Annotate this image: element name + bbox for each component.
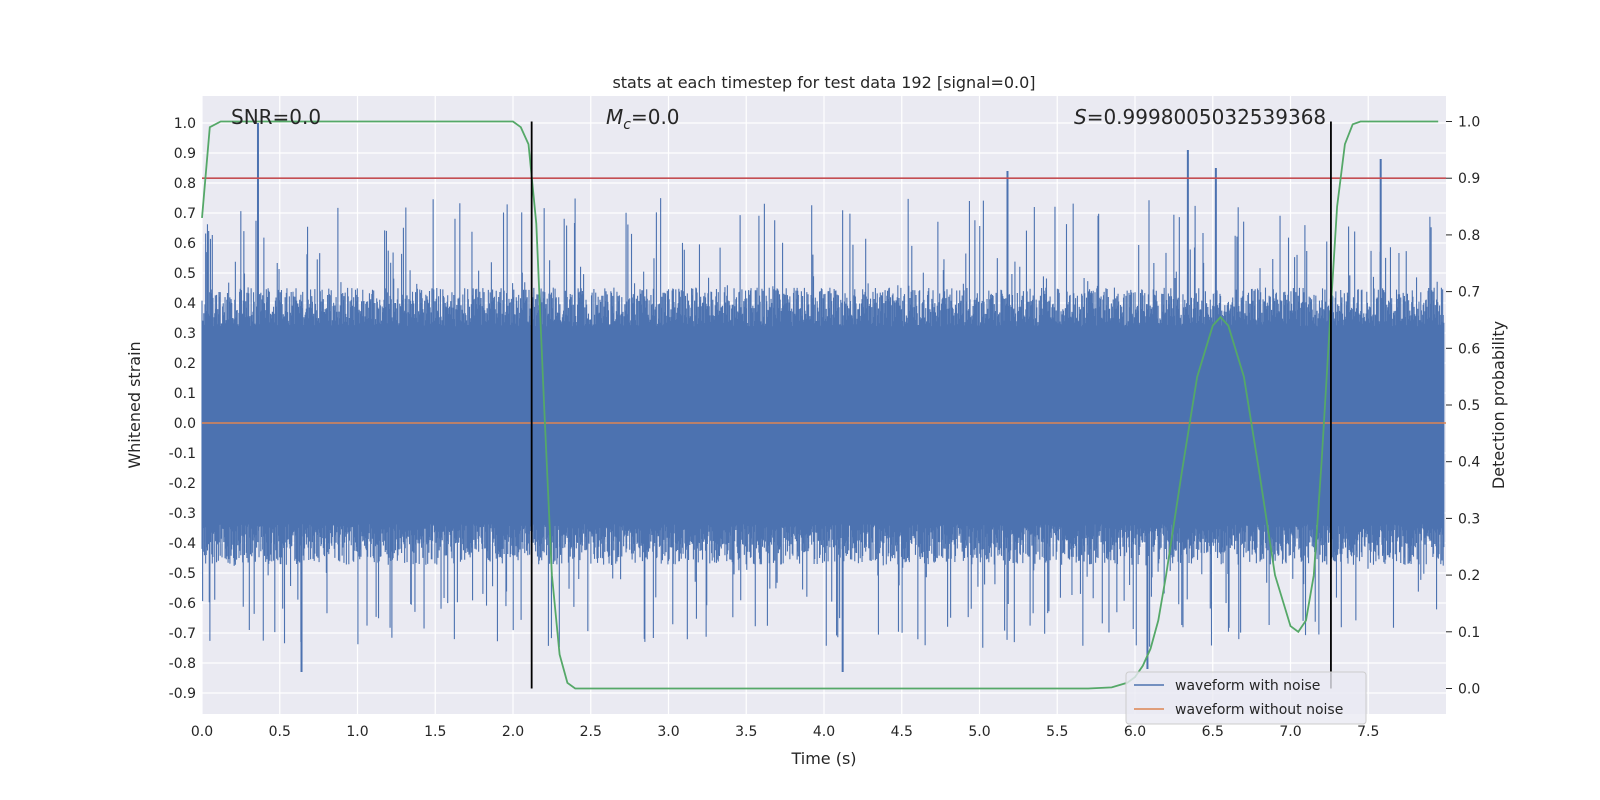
- y-right-tick-label: 0.7: [1458, 285, 1480, 301]
- y-left-tick-label: 0.8: [174, 176, 196, 192]
- chart-title: stats at each timestep for test data 192…: [612, 73, 1035, 92]
- x-tick-label: 0.0: [191, 724, 213, 740]
- waveform-with-noise-trace: [201, 198, 1445, 648]
- y-axis-label-left: Whitened strain: [125, 341, 144, 468]
- legend-box: [1125, 671, 1367, 725]
- y-left-tick-label: 1.0: [174, 116, 196, 132]
- y-left-tick-label: -0.7: [169, 626, 196, 642]
- x-tick-label: 0.5: [269, 724, 291, 740]
- legend: waveform with noise waveform without noi…: [1125, 671, 1367, 725]
- x-tick-label: 1.0: [346, 724, 368, 740]
- annotation-snr: SNR=0.0: [231, 105, 321, 129]
- x-tick-label: 3.0: [657, 724, 679, 740]
- y-left-tick-label: -0.5: [169, 566, 196, 582]
- annotation-score: S=0.9998005032539368: [1074, 105, 1326, 129]
- waveform-with-noise-series: [201, 123, 1445, 672]
- annotation-chirp-mass: Mc=0.0: [606, 105, 680, 133]
- y-left-tick-label: -0.2: [169, 476, 196, 492]
- x-tick-label: 6.5: [1202, 724, 1224, 740]
- y-right-tick-label: 0.2: [1458, 568, 1480, 584]
- y-left-tick-label: -0.4: [169, 536, 196, 552]
- y-left-tick-label: 0.1: [174, 386, 196, 402]
- y-right-tick-label: 0.9: [1458, 171, 1480, 187]
- y-left-tick-label: 0.7: [174, 206, 196, 222]
- y-left-tick-label: 0.4: [174, 296, 196, 312]
- x-tick-label: 4.0: [813, 724, 835, 740]
- y-right-tick-label: 0.8: [1458, 228, 1480, 244]
- y-left-tick-label: -0.8: [169, 656, 196, 672]
- y-right-tick-label: 0.4: [1458, 455, 1480, 471]
- y-left-tick-label: 0.5: [174, 266, 196, 282]
- x-tick-label: 5.0: [968, 724, 990, 740]
- y-left-tick-label: 0.0: [174, 416, 196, 432]
- x-tick-label: 1.5: [424, 724, 446, 740]
- x-axis-label: Time (s): [790, 749, 856, 768]
- y-left-tick-label: -0.6: [169, 596, 196, 612]
- x-tick-label: 4.5: [891, 724, 913, 740]
- y-right-tick-label: 0.1: [1458, 625, 1480, 641]
- x-tick-label: 2.0: [502, 724, 524, 740]
- y-left-tick-label: 0.9: [174, 146, 196, 162]
- overlay-lines: [201, 120, 1446, 690]
- y-left-tick-label: -0.3: [169, 506, 196, 522]
- x-tick-label: 2.5: [580, 724, 602, 740]
- x-tick-label: 6.0: [1124, 724, 1146, 740]
- detection-probability-line: [201, 120, 1439, 690]
- y-left-tick-label: -0.1: [169, 446, 196, 462]
- y-right-tick-label: 0.3: [1458, 511, 1480, 527]
- legend-label-noise: waveform with noise: [1175, 678, 1320, 694]
- axis-ticks: 0.0 0.5 1.0 1.5 2.0 2.5 3.0 3.5 4.0 4.5 5.0 5.5 6.0 6…: [169, 115, 1481, 740]
- y-right-tick-label: 1.0: [1458, 115, 1480, 131]
- y-right-tick-label: 0.5: [1458, 398, 1480, 414]
- y-right-tick-label: 0.0: [1458, 681, 1480, 697]
- x-tick-label: 7.5: [1357, 724, 1379, 740]
- y-axis-label-right: Detection probability: [1489, 321, 1508, 489]
- y-left-tick-label: -0.9: [169, 686, 196, 702]
- x-tick-label: 5.5: [1046, 724, 1068, 740]
- legend-label-clean: waveform without noise: [1175, 702, 1343, 718]
- y-left-tick-label: 0.2: [174, 356, 196, 372]
- x-tick-label: 7.0: [1279, 724, 1301, 740]
- y-right-tick-label: 0.6: [1458, 341, 1480, 357]
- x-tick-label: 3.5: [735, 724, 757, 740]
- y-left-tick-label: 0.6: [174, 236, 196, 252]
- y-left-tick-label: 0.3: [174, 326, 196, 342]
